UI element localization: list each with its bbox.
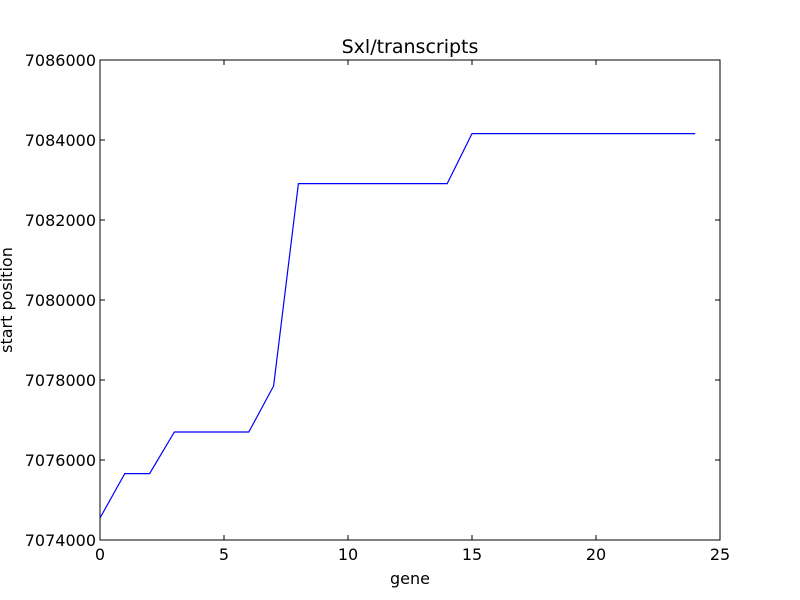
x-tick-label: 0	[95, 545, 105, 564]
y-tick-label: 7082000	[25, 211, 96, 230]
x-tick-label: 10	[338, 545, 358, 564]
y-tick-label: 7074000	[25, 531, 96, 550]
x-tick-labels: 0 5 10 15 20 25	[95, 545, 730, 564]
y-tick-label: 7086000	[25, 51, 96, 70]
plot-area	[100, 60, 720, 540]
chart-title: Sxl/transcripts	[342, 36, 479, 58]
x-axis-label: gene	[390, 569, 430, 588]
y-tick-labels: 7074000 7076000 7078000 7080000 7082000 70840…	[25, 51, 96, 550]
y-axis-label: start position	[0, 247, 16, 353]
series-line	[99, 133, 696, 519]
y-tick-label: 7084000	[25, 131, 96, 150]
y-tick-label: 7078000	[25, 371, 96, 390]
x-tick-label: 15	[462, 545, 482, 564]
x-tick-label: 25	[710, 545, 730, 564]
x-tick-label: 5	[219, 545, 229, 564]
plot-frame	[99, 59, 721, 541]
x-tick-label: 20	[586, 545, 606, 564]
y-tick-label: 7076000	[25, 451, 96, 470]
y-tick-label: 7080000	[25, 291, 96, 310]
